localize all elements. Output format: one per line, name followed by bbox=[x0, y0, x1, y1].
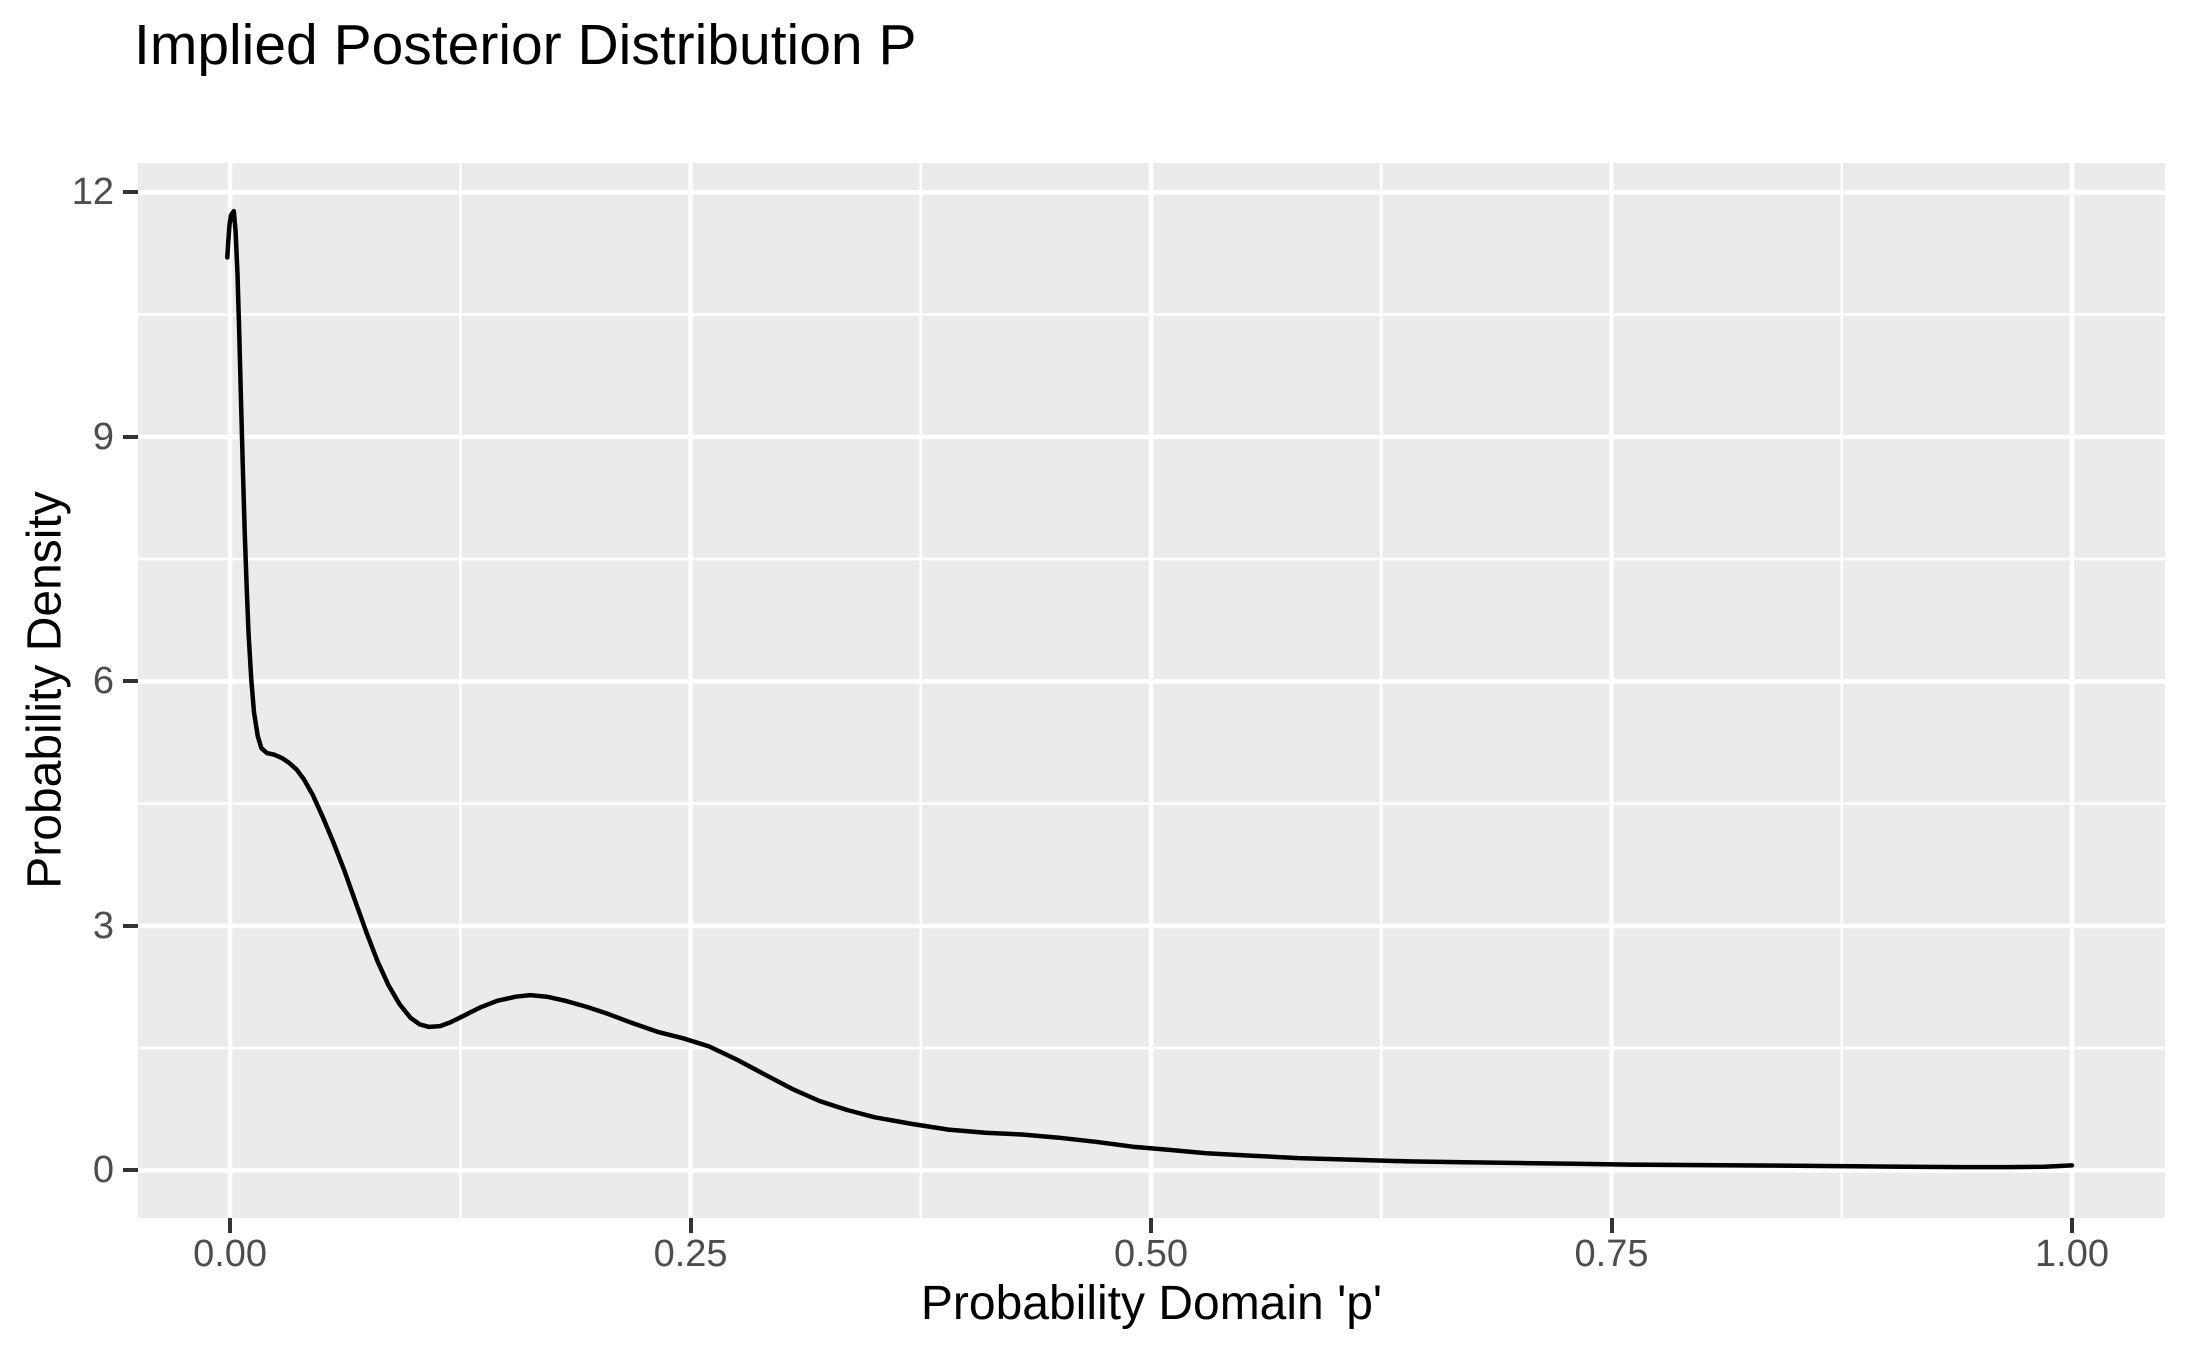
y-axis-tick-label: 3 bbox=[92, 904, 114, 947]
x-axis-tick-label: 1.00 bbox=[2035, 1233, 2109, 1275]
x-axis-tick-mark bbox=[228, 1218, 233, 1233]
x-axis-tick-mark bbox=[688, 1218, 693, 1233]
y-axis-tick-mark bbox=[123, 434, 138, 439]
y-axis-tick-label: 0 bbox=[92, 1149, 114, 1192]
plot-title: Implied Posterior Distribution P bbox=[134, 13, 917, 77]
y-axis-tick-mark bbox=[123, 190, 138, 195]
y-axis-tick-mark bbox=[123, 923, 138, 928]
plot-canvas bbox=[138, 163, 2165, 1218]
y-axis-tick-mark bbox=[123, 679, 138, 684]
x-axis-tick-mark bbox=[1609, 1218, 1614, 1233]
y-axis-tick-label: 6 bbox=[92, 660, 114, 703]
density-curve bbox=[225, 208, 2075, 1170]
y-axis-title: Probability Density bbox=[18, 491, 72, 889]
y-axis-tick-mark bbox=[123, 1168, 138, 1173]
x-axis-tick-label: 0.75 bbox=[1574, 1233, 1649, 1275]
y-axis-tick-label: 9 bbox=[92, 415, 114, 458]
x-axis-title: Probability Domain 'p' bbox=[920, 1277, 1383, 1330]
x-axis-tick-label: 0.50 bbox=[1114, 1233, 1189, 1275]
x-axis-tick-mark bbox=[2069, 1218, 2074, 1233]
x-axis-tick-mark bbox=[1149, 1218, 1154, 1233]
y-axis-tick-label: 12 bbox=[71, 171, 114, 214]
plot-panel bbox=[138, 163, 2165, 1218]
x-axis-tick-label: 0.00 bbox=[193, 1233, 268, 1275]
x-axis-tick-label: 0.25 bbox=[653, 1233, 728, 1275]
